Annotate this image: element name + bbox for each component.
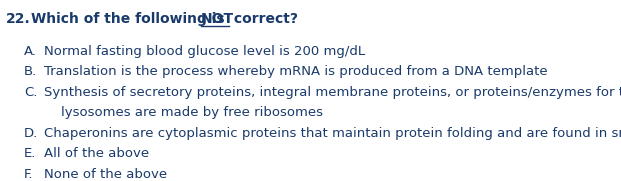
Text: D.: D. [24, 127, 39, 140]
Text: E.: E. [24, 147, 37, 160]
Text: 22.: 22. [6, 12, 30, 26]
Text: Synthesis of secretory proteins, integral membrane proteins, or proteins/enzymes: Synthesis of secretory proteins, integra… [43, 86, 621, 99]
Text: lysosomes are made by free ribosomes: lysosomes are made by free ribosomes [43, 106, 323, 119]
Text: Normal fasting blood glucose level is 200 mg/dL: Normal fasting blood glucose level is 20… [43, 45, 365, 58]
Text: F.: F. [24, 168, 34, 181]
Text: correct?: correct? [229, 12, 298, 26]
Text: Which of the following is: Which of the following is [31, 12, 230, 26]
Text: None of the above: None of the above [43, 168, 167, 181]
Text: Chaperonins are cytoplasmic proteins that maintain protein folding and are found: Chaperonins are cytoplasmic proteins tha… [43, 127, 621, 140]
Text: All of the above: All of the above [43, 147, 149, 160]
Text: B.: B. [24, 65, 37, 78]
Text: Translation is the process whereby mRNA is produced from a DNA template: Translation is the process whereby mRNA … [43, 65, 547, 78]
Text: C.: C. [24, 86, 37, 99]
Text: NOT: NOT [201, 12, 233, 26]
Text: A.: A. [24, 45, 37, 58]
